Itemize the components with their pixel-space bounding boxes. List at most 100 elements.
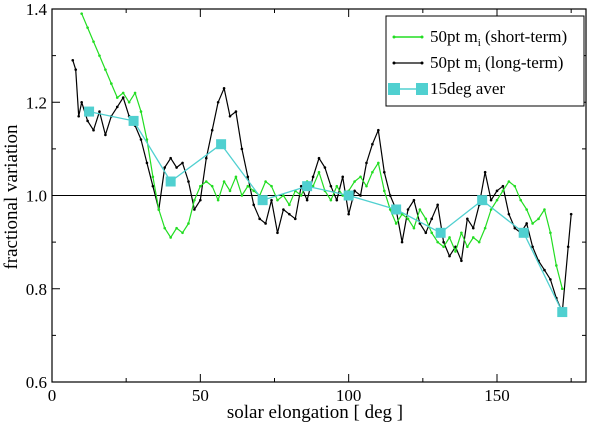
data-point [169,156,172,160]
data-point [466,217,469,221]
legend-label-short-term-rest: (short-term) [481,27,567,46]
data-point [430,217,434,221]
data-point [234,110,238,113]
data-point [98,110,101,113]
data-point [525,208,528,211]
data-point [566,245,570,249]
data-point [133,91,137,95]
data-point [394,222,398,225]
data-point [181,231,184,235]
data-point [531,222,534,225]
data-point [169,236,172,239]
x-tick-label: 100 [336,386,362,405]
data-point [382,170,386,174]
data-point [98,54,101,57]
data-point [92,40,95,43]
data-point [276,198,279,202]
data-point [80,12,83,15]
data-point [270,198,273,202]
data-point [311,175,315,179]
data-point [507,212,511,216]
data-point [276,231,279,235]
legend-label-short-term: 50pt mi (short-term) [430,27,567,49]
data-point [412,198,416,202]
data-point [483,170,487,174]
data-point [335,184,339,188]
data-point [151,184,155,188]
data-point [371,170,374,174]
legend-label-short-term-sub: i [478,37,481,49]
data-point [252,203,256,207]
data-point [495,198,499,202]
data-point [187,180,190,183]
data-point [163,166,167,169]
data-point [199,184,202,188]
data-point [495,189,499,193]
data-point [418,208,422,211]
data-point [460,231,463,235]
data-point [406,217,410,221]
data-point [329,198,333,202]
data-point [121,96,125,99]
legend-entry-15deg: 15deg aver [388,79,505,98]
y-tick-label: 1.0 [26,187,47,206]
data-point [115,105,119,109]
x-axis-label: solar elongation [ deg ] [227,402,403,423]
data-point [115,96,119,99]
legend-label-short-term-main: 50pt m [430,27,478,46]
data-point [121,91,125,95]
data-point [288,212,291,216]
data-point [448,236,451,239]
data-point [388,194,392,197]
data-point-square [128,115,139,126]
series-15deg-aver [84,106,568,318]
data-point [86,119,89,123]
data-point [424,217,428,221]
data-point [489,208,493,211]
legend-marker-long-term-end [420,61,424,65]
data-point [323,166,327,169]
data-point [353,180,356,183]
data-point-square [216,139,227,150]
data-point [305,198,309,202]
data-point [377,128,380,132]
data-point [222,86,226,90]
data-point-square [477,195,488,206]
data-point [353,189,356,193]
data-point-square [518,227,529,238]
data-point [549,278,552,281]
data-point [483,226,487,230]
legend-label-long-term: 50pt mi (long-term) [430,53,563,75]
data-point [288,203,291,207]
data-point [222,180,226,183]
data-point [175,166,178,169]
data-point [127,100,131,104]
data-point [359,194,362,197]
data-point [442,245,445,249]
data-point-square [84,106,95,117]
data-point [519,198,523,202]
data-point [377,161,380,165]
data-point [77,114,80,118]
data-point [406,208,410,211]
data-point [341,175,345,179]
data-point [282,208,285,211]
data-point [388,208,392,211]
data-point [228,114,232,118]
data-point [104,68,107,71]
data-point [549,231,552,235]
data-point [365,184,368,188]
data-point-square [165,176,176,187]
data-point [193,208,196,211]
data-point [216,100,220,104]
data-point [471,226,475,230]
data-point [436,240,439,244]
data-point [210,128,214,132]
legend-label-long-term-sub: i [478,63,481,75]
data-point [513,226,517,230]
data-point [204,180,208,183]
data-point [424,231,428,235]
legend-entry-long-term: 50pt mi (long-term) [392,53,563,75]
axes: 0 50 100 150 0.6 0.8 1.0 1.2 1.4 [26,0,586,405]
data-point-square [257,195,268,206]
